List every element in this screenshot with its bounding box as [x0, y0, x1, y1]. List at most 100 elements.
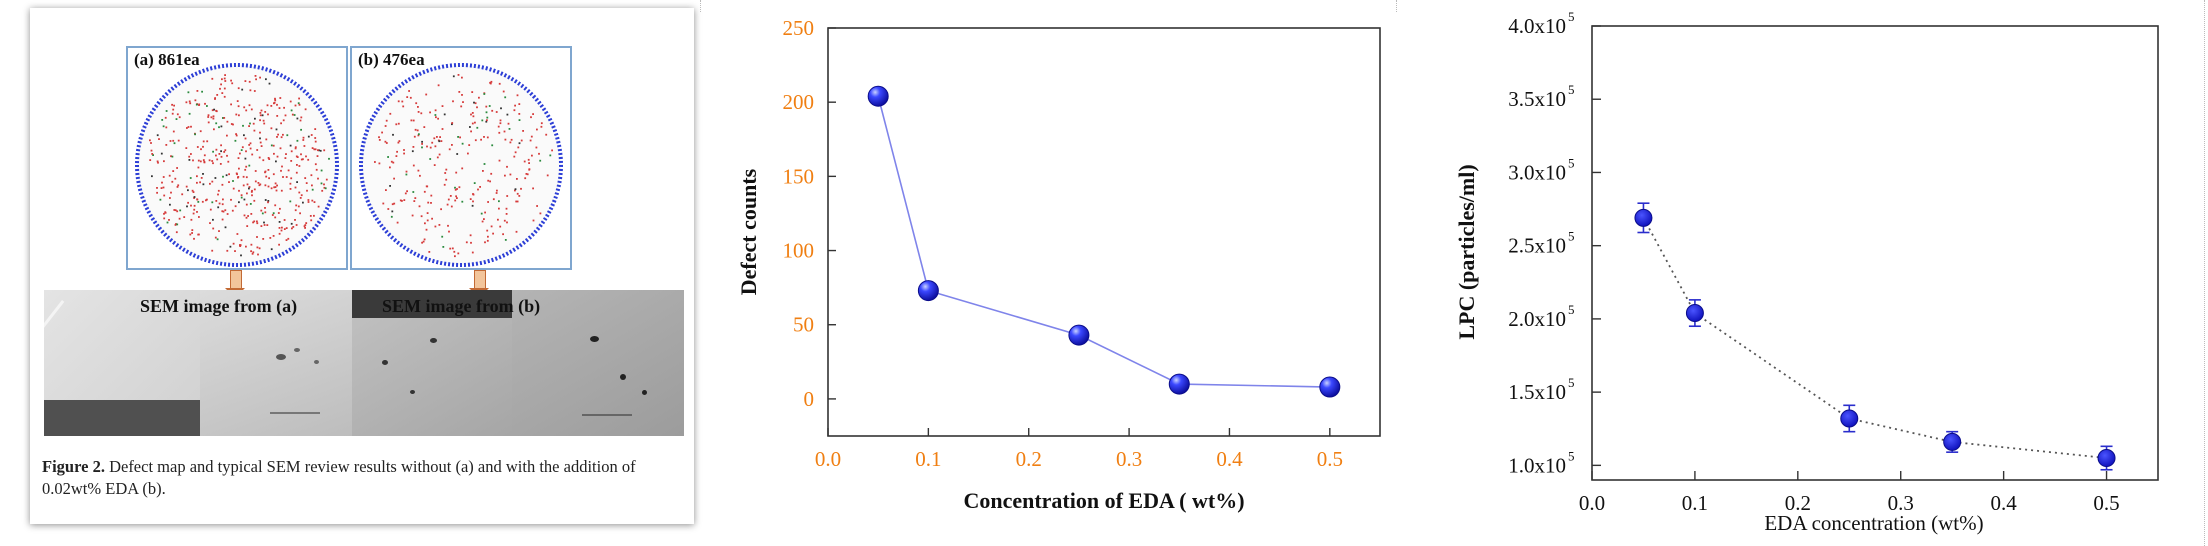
- defect-dot: [208, 159, 211, 162]
- defect-dot: [499, 225, 502, 228]
- defect-dot: [296, 164, 298, 166]
- defect-dot: [270, 187, 273, 190]
- defect-dot: [314, 140, 317, 143]
- defect-dot: [412, 191, 415, 193]
- defect-dot: [392, 133, 394, 136]
- data-point: [1634, 208, 1653, 227]
- defect-dot: [439, 136, 441, 138]
- defect-dot: [171, 103, 173, 106]
- defect-dot: [244, 80, 247, 82]
- defect-dot: [449, 247, 452, 250]
- defect-dot: [303, 225, 306, 228]
- defect-dot: [507, 122, 510, 125]
- defect-dot: [289, 188, 292, 190]
- defect-dot: [248, 104, 251, 107]
- defect-dot: [431, 141, 434, 144]
- defect-dot: [389, 166, 391, 169]
- defect-dot: [461, 142, 464, 145]
- defect-dot: [169, 140, 172, 142]
- defect-dot: [151, 153, 154, 155]
- defect-dot: [421, 140, 423, 143]
- defect-dot: [404, 192, 407, 195]
- wafer-b-label: (b) 476ea: [358, 50, 425, 69]
- defect-dot: [237, 176, 240, 178]
- defect-dot: [205, 199, 207, 202]
- defect-dot: [285, 227, 288, 229]
- defect-dot: [403, 149, 405, 151]
- defect-dot: [161, 119, 164, 121]
- defect-dot: [310, 219, 313, 222]
- defect-dot: [246, 192, 248, 195]
- defect-dot: [401, 200, 403, 202]
- defect-dot: [185, 101, 188, 104]
- defect-dot: [287, 237, 290, 240]
- defect-dot: [502, 90, 505, 93]
- defect-dot: [193, 208, 196, 211]
- defect-dot: [203, 154, 206, 157]
- defect-dot: [304, 224, 307, 226]
- defect-dot: [528, 162, 530, 164]
- defect-dot: [248, 164, 251, 167]
- defect-dot: [202, 173, 204, 175]
- defect-dot: [457, 252, 460, 255]
- defect-dot: [487, 235, 489, 238]
- defect-dot: [191, 229, 194, 231]
- defect-dot: [267, 201, 269, 204]
- defect-dot: [451, 123, 453, 126]
- defect-dot: [248, 144, 251, 146]
- x-tick-label: 0.1: [915, 447, 941, 471]
- defect-dot: [242, 175, 245, 178]
- defect-dot: [505, 213, 508, 215]
- defect-dot: [203, 161, 206, 163]
- defect-dot: [274, 216, 277, 219]
- x-tick-label: 0.5: [2093, 491, 2119, 515]
- x-tick-label: 0.2: [1785, 491, 1811, 515]
- defect-dot: [412, 146, 415, 148]
- defect-dot: [532, 219, 535, 222]
- sem-image-b: SEM image from (b): [352, 290, 684, 436]
- defect-dot: [250, 108, 253, 111]
- defect-dot: [430, 202, 432, 204]
- defect-dot: [529, 139, 532, 142]
- x-tick-label: 0.4: [1991, 491, 2018, 515]
- defect-dot: [214, 236, 217, 239]
- defect-dot: [161, 181, 163, 184]
- defect-dot: [265, 175, 268, 178]
- defect-dot: [500, 107, 502, 110]
- defect-dot: [230, 123, 233, 125]
- sem-image-a: SEM image from (a): [44, 290, 352, 436]
- defect-dot: [498, 200, 500, 203]
- defect-dot: [199, 181, 201, 184]
- defect-dot: [429, 111, 431, 114]
- defect-dot: [188, 159, 191, 161]
- defect-dot: [453, 250, 456, 253]
- series-line: [1642, 217, 2107, 459]
- defect-dot: [211, 180, 214, 183]
- defect-dot: [454, 199, 457, 202]
- defect-dot: [212, 162, 214, 165]
- defect-dot: [300, 194, 303, 197]
- defect-dot: [472, 115, 475, 118]
- defect-dot: [199, 130, 202, 133]
- defect-dot: [239, 245, 242, 247]
- defect-dot: [173, 142, 176, 145]
- defect-dot: [149, 139, 151, 142]
- defect-dot: [478, 96, 480, 99]
- defect-dot: [220, 155, 223, 158]
- defect-dot: [277, 133, 279, 136]
- data-point: [1319, 376, 1341, 398]
- defect-dot: [506, 221, 508, 224]
- defect-dot: [197, 166, 200, 169]
- defect-dot: [281, 226, 283, 229]
- defect-dot: [504, 174, 506, 177]
- defect-dot: [483, 218, 485, 220]
- defect-dot: [515, 200, 518, 203]
- defect-dot: [176, 223, 179, 226]
- defect-dot: [264, 199, 267, 201]
- y-tick-label: 2.0x10: [1508, 307, 1566, 331]
- defect-dot: [164, 116, 167, 119]
- defect-dot: [294, 147, 297, 150]
- defect-dot: [212, 227, 215, 230]
- defect-dot: [393, 202, 396, 205]
- defect-dot: [476, 106, 478, 109]
